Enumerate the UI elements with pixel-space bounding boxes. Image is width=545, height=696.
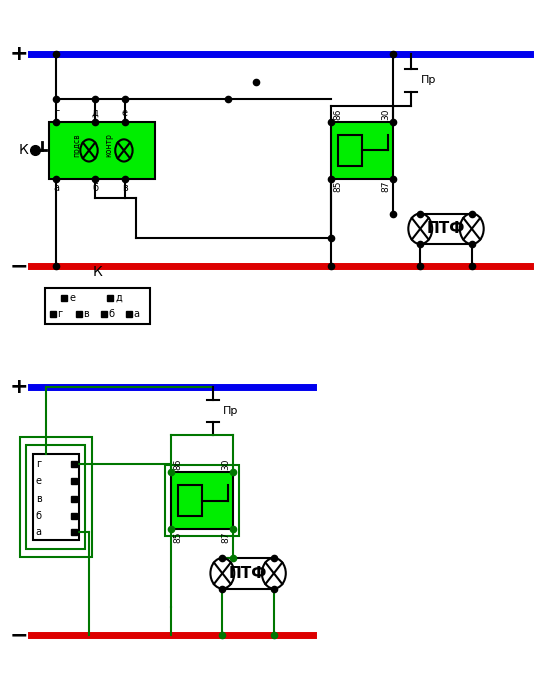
Text: 30: 30 [221, 459, 231, 470]
Text: в: в [122, 183, 128, 193]
Text: г: г [36, 459, 41, 469]
Bar [45, 287, 150, 324]
Text: е: е [122, 108, 128, 118]
Text: +: + [9, 377, 28, 397]
Text: 87: 87 [221, 531, 231, 542]
Text: контр: контр [105, 133, 113, 157]
Text: подсв: подсв [72, 133, 81, 157]
Text: ПТФ: ПТФ [427, 221, 465, 236]
Text: в: в [36, 493, 41, 504]
Bar [20, 437, 92, 557]
Text: −: − [9, 625, 28, 645]
Text: а: а [36, 527, 42, 537]
Text: 85: 85 [173, 531, 183, 542]
Text: К: К [19, 143, 28, 157]
Bar [49, 122, 155, 179]
Text: ПТФ: ПТФ [229, 566, 267, 580]
Bar [331, 122, 393, 179]
Text: д: д [92, 108, 99, 118]
Bar [33, 454, 78, 540]
Text: 85: 85 [334, 181, 342, 192]
Bar [26, 445, 85, 548]
Bar [171, 472, 233, 529]
Bar [338, 135, 362, 166]
Text: а: а [134, 308, 140, 319]
Text: Пр: Пр [421, 74, 436, 85]
Text: б: б [36, 511, 42, 521]
Text: 86: 86 [334, 109, 342, 120]
Text: б: б [108, 308, 114, 319]
Text: −: − [9, 256, 28, 276]
Text: б: б [92, 183, 99, 193]
Bar [178, 485, 202, 516]
Text: +: + [9, 44, 28, 64]
Text: г: г [58, 308, 63, 319]
Text: К: К [93, 265, 102, 279]
Text: а: а [53, 183, 59, 193]
Text: 86: 86 [173, 459, 183, 470]
Text: Пр: Пр [222, 406, 238, 416]
Text: е: е [36, 477, 42, 487]
Bar [166, 465, 239, 536]
Text: е: е [69, 293, 75, 303]
Text: в: в [83, 308, 89, 319]
Text: 30: 30 [382, 109, 390, 120]
Text: г: г [53, 108, 59, 118]
Text: д: д [116, 293, 123, 303]
Text: 87: 87 [382, 181, 390, 192]
